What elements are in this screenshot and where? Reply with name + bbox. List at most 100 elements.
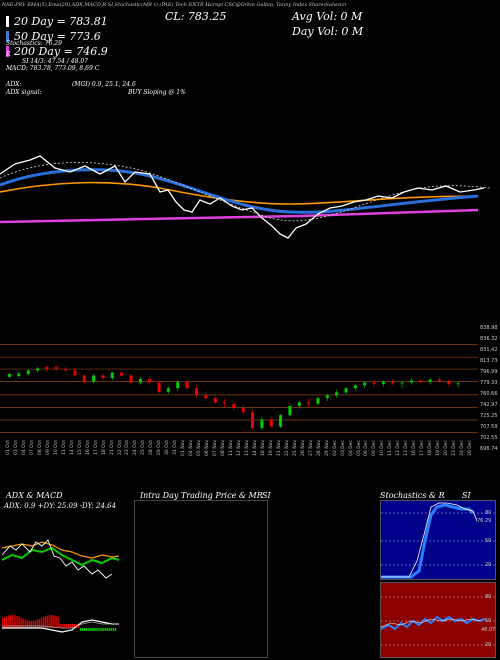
rsi-level-50: 50	[485, 618, 492, 624]
macd-bar	[45, 616, 47, 628]
candle-body	[82, 375, 86, 382]
macd-bar	[110, 628, 113, 631]
macd-readout: MACD: 783.78, 773.09, 8.69 C	[6, 65, 100, 72]
adx-label: ADX:	[6, 81, 22, 88]
date-axis-label: 29 Oct	[157, 440, 163, 455]
date-axis-label: 05 Nov	[197, 440, 203, 456]
date-axis-label: 07 Nov	[213, 440, 219, 456]
avg-volume: Avg Vol: 0 M	[292, 10, 363, 23]
candle-body	[120, 372, 124, 376]
candle-body	[101, 375, 105, 379]
candle-body	[297, 402, 301, 406]
candle-body	[194, 388, 198, 396]
date-axis-label: 14 Nov	[252, 440, 258, 456]
date-axis-label: 06 Nov	[205, 440, 211, 456]
candle-body	[157, 382, 161, 392]
candle-body	[26, 370, 30, 375]
macd-bar	[22, 618, 24, 628]
stoch-d-line	[381, 502, 478, 578]
ma50-line	[0, 181, 479, 205]
candle-body	[353, 385, 357, 389]
price-axis-label: 836.32	[480, 336, 498, 342]
ma200-line	[0, 208, 479, 224]
date-axis-label: 24 Oct	[133, 440, 139, 455]
macd-bar	[6, 616, 8, 628]
candlestick-chart	[0, 344, 478, 433]
price-axis-label: 702.55	[480, 435, 498, 441]
date-axis-label: 12 Dec	[396, 440, 402, 456]
macd-bar	[38, 618, 41, 628]
candle-body	[204, 395, 208, 399]
macd-bar	[106, 628, 108, 631]
macd-bar	[53, 615, 55, 628]
date-axis-label: 27 Nov	[308, 440, 314, 456]
candle-body	[213, 398, 217, 403]
date-axis-label: 04 Oct	[21, 440, 27, 455]
close-price: CL: 783.25	[165, 10, 227, 23]
stoch-si-label: SI	[462, 491, 471, 500]
candle-body	[8, 374, 11, 377]
macd-bar	[73, 624, 76, 628]
macd-bar	[8, 615, 10, 628]
date-axis-label: 11 Oct	[61, 440, 67, 455]
macd-bar	[10, 615, 12, 628]
date-axis-label: 18 Oct	[101, 440, 107, 455]
macd-bar	[108, 628, 110, 631]
macd-bar	[30, 620, 33, 628]
price-axis-label: 725.25	[480, 413, 498, 419]
stoch-level-80: 80	[485, 510, 492, 516]
macd-bar	[88, 628, 90, 631]
macd-bar	[112, 628, 115, 631]
date-axis-label: 04 Nov	[189, 440, 195, 456]
day-volume: Day Vol: 0 M	[292, 25, 364, 38]
ma200-label: 200 Day = 746.9	[14, 45, 108, 58]
candle-body	[64, 369, 68, 371]
adx-panel: ADX: 0.9 +DY: 25.09 -DY: 24.64	[2, 500, 120, 580]
macd-bar	[104, 628, 106, 631]
date-axis-label: 04 Dec	[348, 440, 354, 456]
macd-bar	[18, 616, 20, 628]
macd-bar	[61, 624, 63, 628]
ma50-swatch	[6, 31, 9, 42]
date-axis-label: 13 Dec	[404, 440, 410, 456]
candle-body	[400, 382, 404, 384]
stoch-level-50: 50	[485, 538, 492, 544]
candle-body	[335, 392, 339, 396]
date-axis-label: 03 Dec	[340, 440, 346, 456]
macd-bar	[94, 628, 96, 631]
date-axis-label: 26 Nov	[300, 440, 306, 456]
macd-bar	[100, 628, 102, 631]
date-axis-label: 09 Oct	[45, 440, 51, 455]
stoch-panel-title: Stochastics & R	[380, 491, 445, 500]
price-axis-label: 760.66	[480, 391, 498, 397]
macd-bar	[49, 615, 51, 628]
candle-body	[260, 419, 264, 428]
date-axis-label: 28 Nov	[316, 440, 322, 456]
candle-body	[241, 408, 245, 413]
macd-bar	[28, 620, 31, 628]
adx-panel-title: ADX & MACD	[6, 491, 63, 500]
macd-bar	[24, 619, 26, 628]
macd-bar	[84, 628, 86, 631]
candlestick-area	[0, 335, 478, 445]
candle-body	[73, 370, 77, 376]
date-axis-label: 11 Nov	[229, 440, 235, 456]
stoch-level-value: 76.29	[477, 518, 492, 524]
rsi-level-80: 80	[485, 594, 492, 600]
candle-body	[185, 381, 189, 389]
macd-bar	[34, 620, 37, 628]
candle-body	[288, 405, 292, 416]
candle-body	[307, 402, 311, 404]
candle-body	[409, 380, 413, 383]
macd-bar	[86, 628, 88, 631]
candle-body	[428, 379, 432, 382]
date-axis-label: 01 Oct	[6, 440, 11, 455]
date-axis-label: 16 Dec	[412, 440, 418, 456]
date-axis-label: 30 Oct	[165, 440, 171, 455]
date-axis-label: 20 Dec	[444, 440, 450, 456]
adx-minusdi-line	[2, 541, 120, 559]
rsi-thin-line	[381, 618, 482, 628]
date-axis-label: 17 Oct	[93, 440, 99, 455]
adx-line	[2, 539, 113, 579]
candle-body	[381, 381, 385, 384]
